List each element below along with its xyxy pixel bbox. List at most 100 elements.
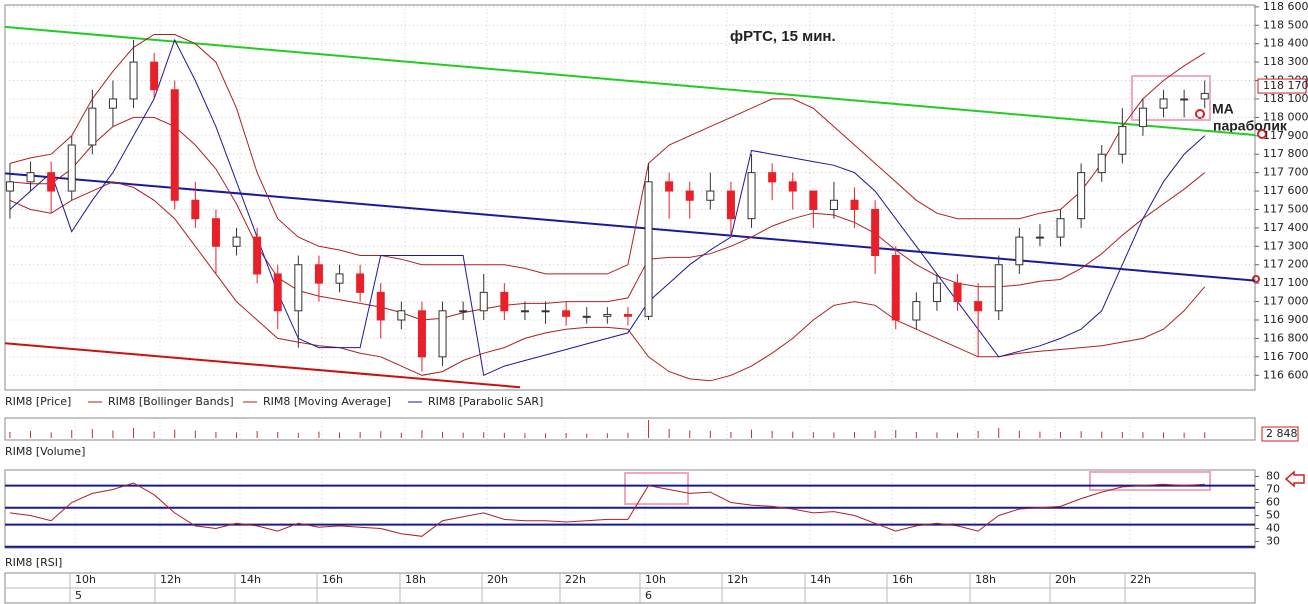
- candle-body: [768, 172, 777, 183]
- candle-body: [994, 264, 1003, 312]
- candle-body: [273, 273, 282, 312]
- candle-body: [623, 313, 632, 317]
- candle-body: [562, 310, 571, 317]
- candle-body: [644, 181, 653, 317]
- candle-body: [912, 301, 921, 321]
- x-tick-label: 18h: [405, 573, 426, 586]
- arrow: [1284, 470, 1305, 488]
- candle-body: [747, 172, 756, 220]
- y-tick-label: 117 200: [1263, 258, 1308, 271]
- x-tick-label: 20h: [487, 573, 508, 586]
- candle-body: [1200, 92, 1209, 100]
- candle-body: [1056, 218, 1065, 238]
- candle-body: [1077, 172, 1086, 220]
- rsi-tick-label: 80: [1266, 470, 1280, 483]
- y-tick-label: 118 400: [1263, 37, 1308, 50]
- y-tick-label: 116 900: [1263, 313, 1308, 326]
- y-tick-label: 117 600: [1263, 184, 1308, 197]
- rsi-tick-label: 40: [1266, 522, 1280, 535]
- x-tick-label: 14h: [810, 573, 831, 586]
- x-tick-label: 12h: [160, 573, 181, 586]
- indicator-line: [9, 38, 1206, 377]
- y-tick-label: 118 000: [1263, 110, 1308, 123]
- marker: [1252, 275, 1260, 283]
- date-label: 6: [645, 589, 652, 602]
- y-tick-label: 116 700: [1263, 350, 1308, 363]
- trendline: [4, 25, 1256, 137]
- candle-body: [541, 310, 550, 313]
- legend-label: RIM8 [Volume]: [5, 445, 85, 458]
- candle-body: [850, 199, 859, 210]
- candle-body: [1180, 98, 1189, 101]
- trendline: [4, 342, 521, 389]
- candle-body: [706, 190, 715, 201]
- x-tick-label: 18h: [975, 573, 996, 586]
- candle-body: [26, 172, 35, 183]
- x-tick-label: 22h: [1130, 573, 1151, 586]
- annotation: параболик: [1213, 118, 1288, 134]
- candle-body: [356, 273, 365, 293]
- candle-body: [1118, 126, 1127, 155]
- y-tick-label: 117 800: [1263, 147, 1308, 160]
- highlight-box: [624, 472, 689, 505]
- rsi-tick-label: 70: [1266, 483, 1280, 496]
- y-tick-label: 118 300: [1263, 55, 1308, 68]
- date-label: 5: [75, 589, 82, 602]
- candle-body: [953, 282, 962, 303]
- candle-body: [5, 181, 14, 192]
- marker: [1257, 129, 1267, 139]
- candle-body: [829, 199, 838, 210]
- candle-body: [150, 61, 159, 91]
- y-tick-label: 116 800: [1263, 331, 1308, 344]
- candle-body: [479, 291, 488, 312]
- candle-body: [520, 310, 529, 313]
- chart-title: фРТС, 15 мин.: [730, 28, 836, 45]
- y-tick-label: 118 500: [1263, 18, 1308, 31]
- candle-body: [603, 313, 612, 317]
- candle-body: [211, 218, 220, 247]
- candle-body: [685, 190, 694, 201]
- candle-body: [376, 291, 385, 321]
- candle-body: [726, 190, 735, 220]
- rsi-tick-label: 30: [1266, 535, 1280, 548]
- candle-body: [1015, 236, 1024, 266]
- rsi-tick-label: 60: [1266, 496, 1280, 509]
- candle-body: [294, 264, 303, 312]
- candle-body: [191, 199, 200, 220]
- candle-body: [397, 310, 406, 321]
- y-tick-label: 118 100: [1263, 92, 1308, 105]
- indicator-line: [9, 116, 1206, 321]
- price-panel: [4, 4, 1256, 391]
- candle-body: [88, 107, 97, 146]
- candle-body: [438, 310, 447, 358]
- candle-body: [788, 181, 797, 192]
- rsi-tick-label: 50: [1266, 509, 1280, 522]
- candle-body: [1159, 98, 1168, 109]
- candle-body: [459, 310, 468, 313]
- candle-body: [47, 172, 56, 192]
- candle-body: [253, 236, 262, 275]
- candle-body: [1035, 236, 1044, 239]
- candle-body: [108, 98, 117, 109]
- legend-label: RIM8 [Price]: [5, 395, 71, 408]
- candle-body: [417, 310, 426, 358]
- rsi-line: [9, 482, 1205, 537]
- candle-body: [891, 255, 900, 321]
- marker: [1195, 109, 1205, 119]
- legend-label: RIM8 [Moving Average]: [263, 395, 391, 408]
- y-tick-label: 117 000: [1263, 295, 1308, 308]
- x-tick-label: 20h: [1055, 573, 1076, 586]
- x-tick-label: 16h: [892, 573, 913, 586]
- last-volume-label: 2 848: [1266, 427, 1298, 440]
- candle-body: [582, 315, 591, 318]
- last-price-box: [1257, 78, 1307, 94]
- x-tick-label: 10h: [75, 573, 96, 586]
- candle-body: [129, 61, 138, 100]
- x-tick-label: 10h: [645, 573, 666, 586]
- y-tick-label: 117 700: [1263, 166, 1308, 179]
- y-tick-label: 117 900: [1263, 129, 1308, 142]
- indicator-line: [9, 181, 1206, 382]
- candle-body: [500, 291, 509, 312]
- candle-body: [232, 236, 241, 247]
